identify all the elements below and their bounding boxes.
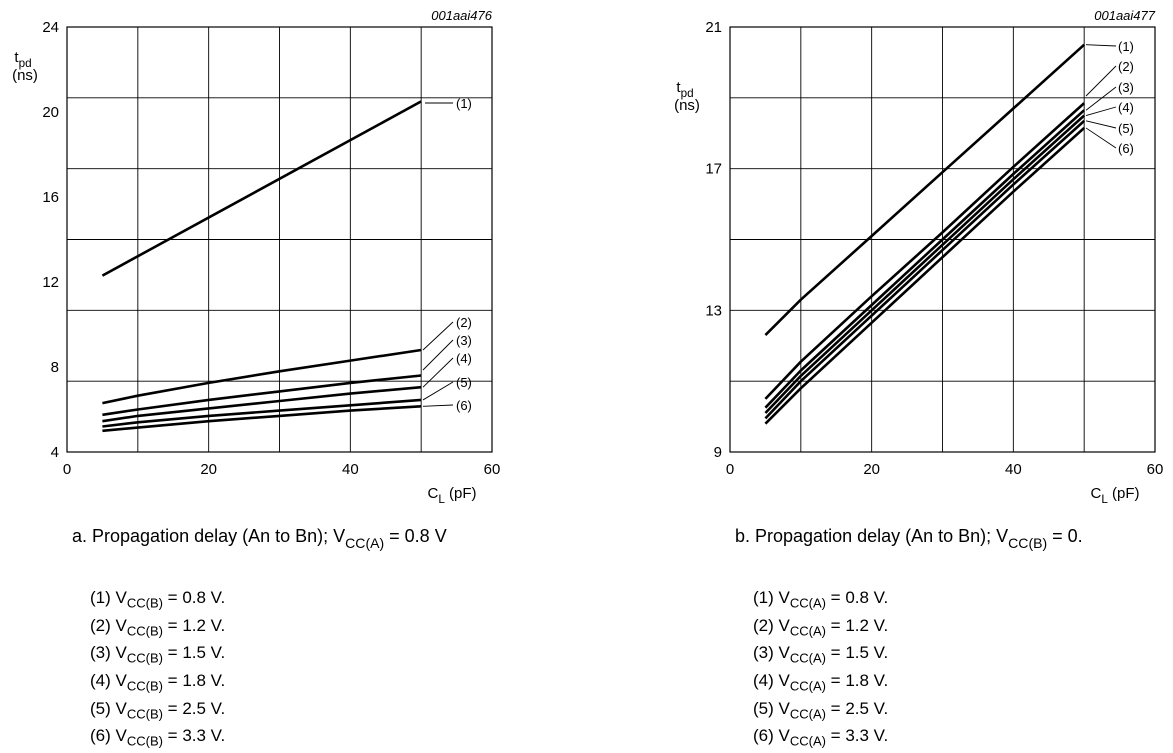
series-label: (3): [1118, 80, 1134, 95]
series-line-3: [764, 109, 1086, 409]
legend-note: (4) VCC(A) = 1.8 V.: [753, 671, 889, 694]
figure-id-label: 001aai477: [1094, 8, 1155, 23]
series-label: (4): [456, 351, 472, 366]
series-line-6: [102, 405, 422, 433]
x-tick-label: 0: [726, 461, 734, 478]
x-axis-label: CL (pF): [1090, 485, 1139, 506]
y-tick-label: 8: [51, 359, 59, 376]
legend-note: (6) VCC(B) = 3.3 V.: [90, 726, 226, 749]
y-tick-label: 9: [714, 444, 722, 461]
series-line-4: [102, 385, 422, 423]
series-leader-line: [422, 404, 454, 407]
series-leader-line: [1085, 44, 1117, 47]
series-label: (6): [456, 398, 472, 413]
chart-a-notes: (1) VCC(B) = 0.8 V. (2) VCC(B) = 1.2 V. (3…: [90, 587, 225, 753]
series-line-6: [764, 126, 1086, 425]
series-label: (1): [1118, 39, 1134, 54]
x-tick-label: 0: [63, 461, 71, 478]
series-leader-line: [1085, 120, 1117, 129]
series-leader-line: [1085, 106, 1117, 116]
series-label: (1): [456, 96, 472, 111]
legend-note: (3) VCC(A) = 1.5 V.: [753, 643, 889, 666]
series-line-4: [764, 114, 1086, 414]
legend-note: (3) VCC(B) = 1.5 V.: [90, 643, 226, 666]
series-line-1: [101, 100, 422, 277]
x-tick-label: 60: [1147, 461, 1164, 478]
x-tick-label: 20: [200, 461, 217, 478]
chart-a: 0 20 40 60 4 8 12 16 20 24 001aai476 tpd(ns) CL (pF)…: [12, 8, 500, 506]
series-leader-line: [422, 381, 454, 401]
y-tick-label: 24: [42, 19, 59, 36]
series-line-2: [764, 102, 1086, 400]
series-line-1: [764, 43, 1086, 337]
series-leader-line: [1085, 65, 1117, 97]
series-line-5: [102, 398, 422, 428]
series-label: (2): [456, 315, 472, 330]
y-axis-label-symbol: tpd: [676, 79, 693, 100]
series-label: (5): [456, 375, 472, 390]
plot-frame: [729, 26, 1156, 453]
series-leader-line: [422, 339, 454, 371]
x-tick-label: 40: [342, 461, 359, 478]
series-line-2: [102, 348, 422, 405]
series-leader-line: [422, 321, 454, 351]
x-tick-label: 40: [1005, 461, 1022, 478]
chart-b-title: b. Propagation delay (An to Bn); VCC(B) …: [735, 526, 1083, 551]
series-label: (4): [1118, 100, 1134, 115]
plot-frame: [66, 26, 493, 453]
legend-note: (1) VCC(B) = 0.8 V.: [90, 588, 226, 611]
series-line-3: [102, 374, 422, 417]
y-tick-label: 4: [51, 444, 59, 461]
figure-id-label: 001aai476: [431, 8, 492, 23]
y-tick-label: 13: [705, 302, 722, 319]
y-tick-label: 12: [42, 274, 59, 291]
y-axis-label-unit: (ns): [674, 97, 700, 114]
legend-note: (5) VCC(B) = 2.5 V.: [90, 698, 226, 722]
x-axis-label: CL (pF): [427, 485, 476, 506]
series-label: (2): [1118, 59, 1134, 74]
x-tick-label: 20: [863, 461, 880, 478]
y-tick-label: 16: [42, 189, 59, 206]
series-leader-line: [422, 357, 454, 388]
legend-note: (1) VCC(A) = 0.8 V.: [753, 588, 889, 611]
y-tick-label: 17: [705, 161, 722, 178]
chart-b: 0 20 40 60 9 13 17 21 001aai477 tpd(ns) CL (pF) (1)…: [674, 8, 1163, 506]
legend-note: (2) VCC(A) = 1.2 V.: [753, 615, 889, 639]
series-label: (3): [456, 333, 472, 348]
legend-note: (6) VCC(A) = 3.3 V.: [753, 726, 889, 749]
legend-note: (4) VCC(B) = 1.8 V.: [90, 671, 226, 694]
legend-note: (5) VCC(A) = 2.5 V.: [753, 698, 889, 722]
series-leader-line: [1085, 127, 1117, 149]
y-tick-label: 21: [705, 19, 722, 36]
chart-a-title: a. Propagation delay (An to Bn); VCC(A) …: [72, 526, 447, 551]
series-line-5: [764, 119, 1086, 420]
y-tick-label: 20: [42, 104, 59, 121]
y-axis-label-unit: (ns): [12, 67, 38, 84]
x-tick-label: 60: [484, 461, 501, 478]
legend-note: (2) VCC(B) = 1.2 V.: [90, 615, 226, 639]
series-label: (6): [1118, 141, 1134, 156]
series-label: (5): [1118, 121, 1134, 136]
series-leader-line: [1085, 86, 1117, 111]
y-axis-label-symbol: tpd: [14, 49, 31, 70]
chart-b-notes: (1) VCC(A) = 0.8 V. (2) VCC(A) = 1.2 V. (3…: [753, 587, 888, 753]
